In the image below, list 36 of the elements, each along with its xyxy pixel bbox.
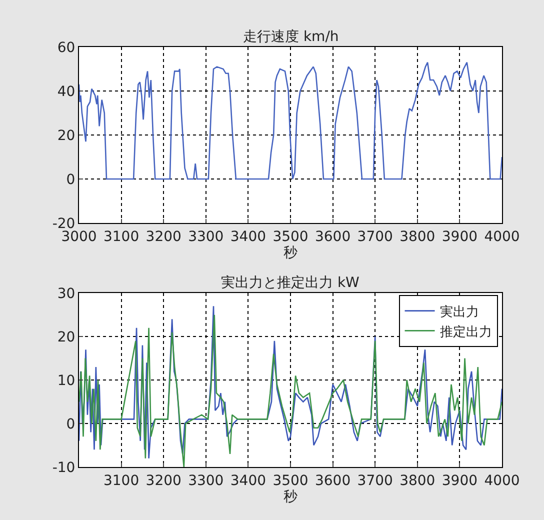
chart-title: 実出力と推定出力 kW: [221, 275, 360, 291]
x-tick-label: 4000: [484, 228, 520, 245]
x-tick-label: 3800: [400, 472, 436, 489]
x-tick-label: 4000: [484, 472, 520, 489]
x-tick-label: 3700: [357, 228, 393, 245]
x-tick-label: 3400: [230, 472, 266, 489]
x-tick-label: 3900: [442, 228, 478, 245]
x-tick-label: 3200: [146, 228, 182, 245]
x-tick-label: 3700: [357, 472, 393, 489]
y-tick-label: 60: [57, 40, 76, 56]
x-tick-label: 3900: [442, 472, 478, 489]
x-tick-label: 3600: [314, 472, 351, 489]
x-tick-label: 3100: [103, 228, 140, 245]
y-tick-label: 0: [66, 172, 76, 188]
legend-label: 推定出力: [440, 324, 492, 340]
x-tick-label: 3600: [314, 228, 351, 245]
y-tick-label: 20: [57, 128, 76, 144]
x-tick-label: 3200: [146, 472, 182, 489]
chart-title: 走行速度 km/h: [243, 29, 339, 45]
x-axis-title: 秒: [284, 244, 298, 261]
x-tick-label: 3300: [188, 472, 224, 489]
x-tick-label: 3400: [230, 228, 266, 245]
x-tick-label: 3500: [272, 228, 308, 245]
x-tick-label: 3100: [103, 472, 140, 489]
y-tick-label: 40: [57, 84, 76, 100]
x-axis-title: 秒: [284, 488, 298, 505]
line-series: [79, 62, 502, 180]
y-tick-label: 20: [57, 329, 76, 346]
y-tick-label: 30: [57, 286, 76, 302]
x-tick-label: 3300: [188, 228, 224, 245]
y-tick-label: -10: [52, 460, 76, 476]
x-tick-label: 3800: [400, 228, 436, 245]
legend-label: 実出力: [440, 304, 479, 320]
x-tick-label: 3500: [272, 472, 308, 489]
y-tick-label: 0: [66, 416, 76, 432]
y-tick-label: 10: [57, 372, 76, 389]
